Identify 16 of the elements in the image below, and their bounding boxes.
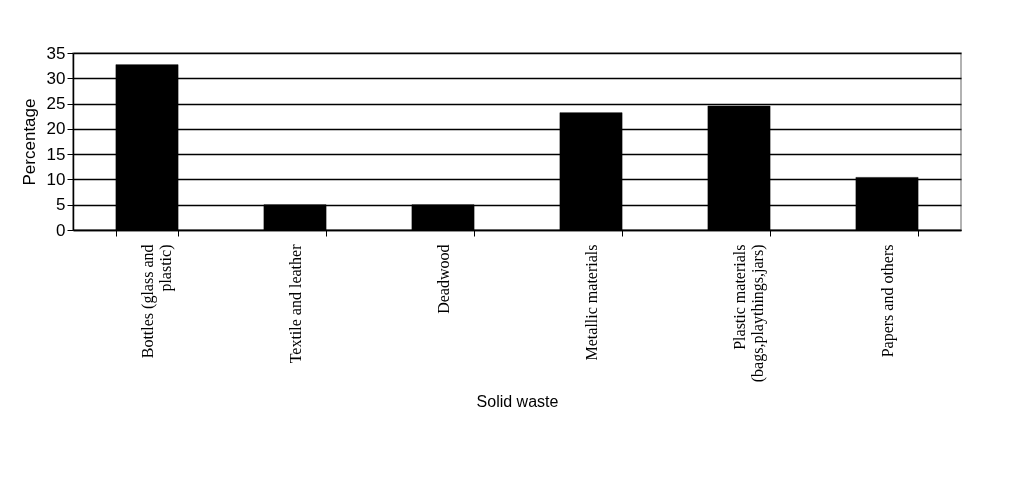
x-axis-title: Solid waste — [476, 393, 559, 411]
y-axis-title: Percentage — [19, 98, 39, 186]
y-tick-label: 5 — [56, 195, 66, 215]
y-tick-label: 0 — [56, 220, 66, 240]
x-tick-label: Papers and others — [878, 244, 897, 358]
x-tick-label: Bottles (glass and plastic) — [138, 244, 175, 359]
x-tick-label: Metallic materials — [582, 244, 600, 361]
x-tick-label: Textile and leather — [286, 243, 304, 364]
y-tick-label: 15 — [46, 144, 66, 164]
y-tick-label: 35 — [46, 43, 66, 63]
y-tick-label: 20 — [46, 119, 66, 139]
y-tick-label: 30 — [46, 68, 66, 88]
x-tick-label: Deadwood — [434, 244, 452, 314]
y-tick-label: 25 — [46, 94, 66, 114]
y-tick-label: 10 — [46, 169, 66, 189]
x-tick-label: Plastic materials (bags,playthings,jars) — [730, 244, 767, 383]
